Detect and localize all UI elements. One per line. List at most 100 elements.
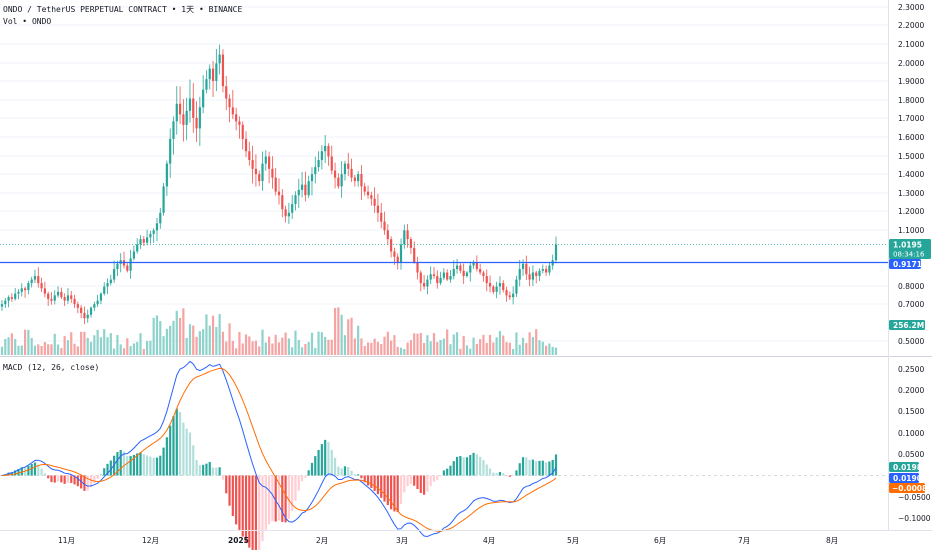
volume-bar (495, 337, 498, 355)
candle-body (195, 117, 198, 129)
macd-hist-bar (10, 472, 13, 476)
macd-hist-bar (264, 475, 267, 530)
volume-bar (7, 337, 10, 355)
volume-bar (165, 328, 168, 355)
macd-hist-bar (472, 452, 475, 476)
candle-body (43, 288, 46, 294)
macd-legend[interactable]: MACD (12, 26, close) (3, 363, 99, 372)
volume-bar (192, 325, 195, 355)
macd-hist-bar (475, 454, 478, 476)
candle-body (53, 295, 56, 301)
chart-legend[interactable]: ONDO / TetherUS PERPETUAL CONTRACT • 1天 … (3, 5, 242, 372)
candle-body (7, 297, 10, 301)
macd-hist-bar (485, 464, 488, 476)
macd-hist-bar (436, 475, 439, 480)
volume-bar (498, 331, 502, 355)
volume-bars (0, 307, 558, 355)
separator: / (27, 5, 32, 14)
macd-hist-bar (258, 475, 261, 550)
candle-body (465, 272, 469, 277)
macd-hist-bar (337, 466, 340, 476)
candle-body (76, 304, 79, 308)
volume-bar (505, 342, 508, 355)
macd-hist-bar (208, 461, 211, 476)
volume-bar (241, 343, 244, 355)
symbol-title[interactable]: ONDO / TetherUS PERPETUAL CONTRACT • 1天 … (3, 5, 242, 14)
volume-legend[interactable]: Vol • ONDO (3, 17, 51, 26)
volume-bar (360, 338, 363, 355)
candle-body (281, 195, 284, 210)
macd-hist-bar (538, 460, 541, 476)
macd-pane[interactable] (0, 360, 888, 550)
macd-hist-bar (188, 432, 192, 476)
candle-body (182, 114, 185, 125)
candle-body (89, 307, 93, 315)
volume-bar (271, 343, 274, 355)
candle-body (403, 230, 406, 245)
candle-body (515, 279, 518, 294)
macd-hist-tag (889, 462, 919, 472)
price-tick: 1.6000 (898, 133, 924, 142)
volume-bar (469, 348, 472, 355)
candle-body (96, 300, 99, 305)
candle-body (488, 283, 492, 287)
macd-hist-bar (241, 475, 244, 537)
macd-hist-bar (314, 456, 317, 476)
volume-bar (449, 344, 452, 355)
candle-body (439, 277, 442, 284)
volume-bar (40, 345, 43, 355)
macd-hist-bar (531, 459, 535, 476)
price-tick: 1.5000 (898, 152, 924, 161)
volume-bar (455, 332, 459, 355)
candle-body (142, 239, 145, 243)
candle-body (317, 160, 320, 168)
candle-body (70, 295, 73, 299)
volume-bar (139, 333, 142, 355)
dot: • (199, 5, 204, 14)
price-tick: 0.7000 (898, 300, 924, 309)
macd-hist-bar (324, 439, 327, 476)
volume-bar (442, 338, 445, 355)
candle-body (268, 156, 271, 169)
volume-bar (202, 329, 205, 355)
volume-bar (136, 341, 139, 355)
macd-hist-bar (363, 475, 366, 483)
price-axis[interactable]: 2.3000 2.2000 2.1000 2.0000 1.9000 1.800… (888, 0, 932, 530)
candle-body (159, 212, 162, 224)
macd-hist-bar (439, 475, 442, 476)
macd-hist-bar (317, 449, 320, 476)
last-price-value: 1.0195 (893, 241, 922, 250)
macd-hist-bar (202, 464, 205, 476)
candle-body (86, 314, 89, 319)
volume-bar (399, 347, 403, 355)
time-axis[interactable]: 11月 12月 2025 2月 3月 4月 5月 6月 7月 8月 (0, 530, 932, 546)
volume-bar (30, 337, 33, 355)
macd-hist-bar (545, 462, 548, 476)
candle-body (390, 239, 393, 252)
volume-bar (228, 323, 231, 355)
macd-axis[interactable]: 0.2500 0.2000 0.1500 0.1000 0.0500 −0.05… (889, 365, 931, 523)
candle-body (17, 291, 20, 294)
volume-bar (142, 348, 145, 355)
macd-hist-bar (169, 425, 172, 476)
main-pane[interactable] (0, 6, 888, 355)
candle-body (525, 263, 528, 275)
volume-bar (208, 325, 211, 355)
volume-bar (284, 332, 287, 355)
volume-bar (99, 337, 103, 355)
time-tick: 7月 (738, 536, 750, 545)
macd-hist-bar (221, 475, 225, 480)
candle-body (251, 160, 254, 169)
macd-hist-bar (63, 475, 66, 484)
macd-hist-bar (465, 457, 469, 476)
macd-hist-value: 0.0198 (893, 463, 922, 472)
macd-hist-bar (360, 475, 363, 479)
macd-hist-bar (307, 470, 310, 476)
volume-bar (508, 342, 511, 355)
candle-body (291, 203, 294, 213)
macd-hist-bar (390, 475, 393, 510)
macd-hist-bar (409, 475, 413, 484)
price-tick: 1.9000 (898, 77, 924, 86)
volume-bar (310, 332, 314, 355)
